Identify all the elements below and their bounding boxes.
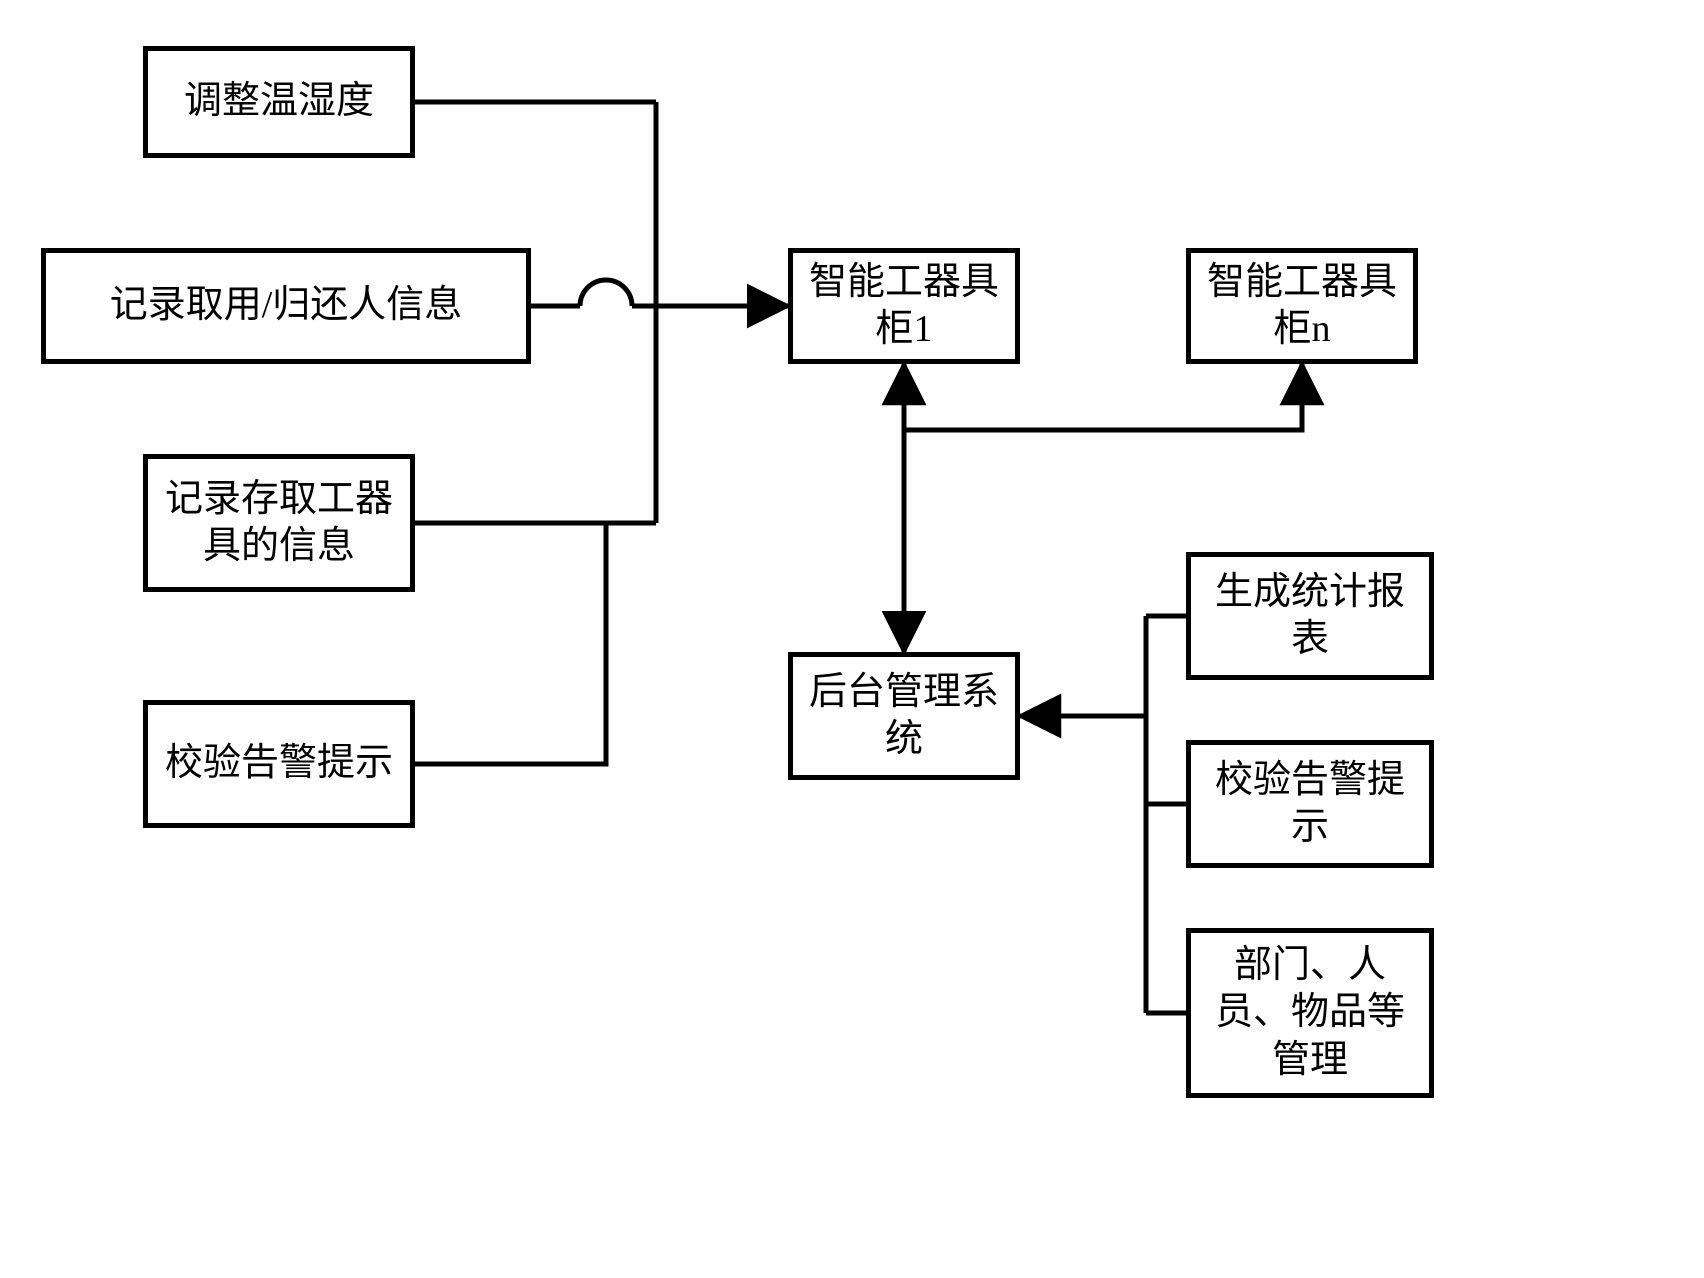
node-adjust-temp-humidity: 调整温湿度: [143, 46, 415, 158]
edge-n2-bus-jump: [580, 280, 632, 306]
edges-layer: [0, 0, 1704, 1278]
node-record-tool-info: 记录存取工器具的信息: [143, 454, 415, 592]
node-backend-system: 后台管理系统: [788, 652, 1020, 780]
node-label: 智能工器具柜1: [803, 259, 1005, 354]
node-label: 部门、人员、物品等管理: [1201, 942, 1419, 1085]
node-dept-person-item-mgmt: 部门、人员、物品等管理: [1186, 928, 1434, 1098]
node-label: 校验告警提示: [1201, 757, 1419, 852]
diagram-canvas: 调整温湿度 记录取用/归还人信息 记录存取工器具的信息 校验告警提示 智能工器具…: [0, 0, 1704, 1278]
edge-n4-bus: [415, 523, 606, 764]
node-smart-cabinet-n: 智能工器具柜n: [1186, 248, 1418, 364]
node-label: 调整温湿度: [184, 78, 374, 126]
node-label: 记录存取工器具的信息: [158, 476, 400, 571]
edge-branch-n6: [904, 364, 1302, 430]
node-label: 记录取用/归还人信息: [110, 282, 463, 330]
node-record-borrow-return-person: 记录取用/归还人信息: [41, 248, 531, 364]
node-label: 生成统计报表: [1201, 569, 1419, 664]
node-label: 后台管理系统: [803, 669, 1005, 764]
node-generate-report: 生成统计报表: [1186, 552, 1434, 680]
node-smart-cabinet-1: 智能工器具柜1: [788, 248, 1020, 364]
node-label: 校验告警提示: [165, 740, 393, 788]
node-label: 智能工器具柜n: [1201, 259, 1403, 354]
node-verify-alarm-right: 校验告警提示: [1186, 740, 1434, 868]
node-verify-alarm-left: 校验告警提示: [143, 700, 415, 828]
